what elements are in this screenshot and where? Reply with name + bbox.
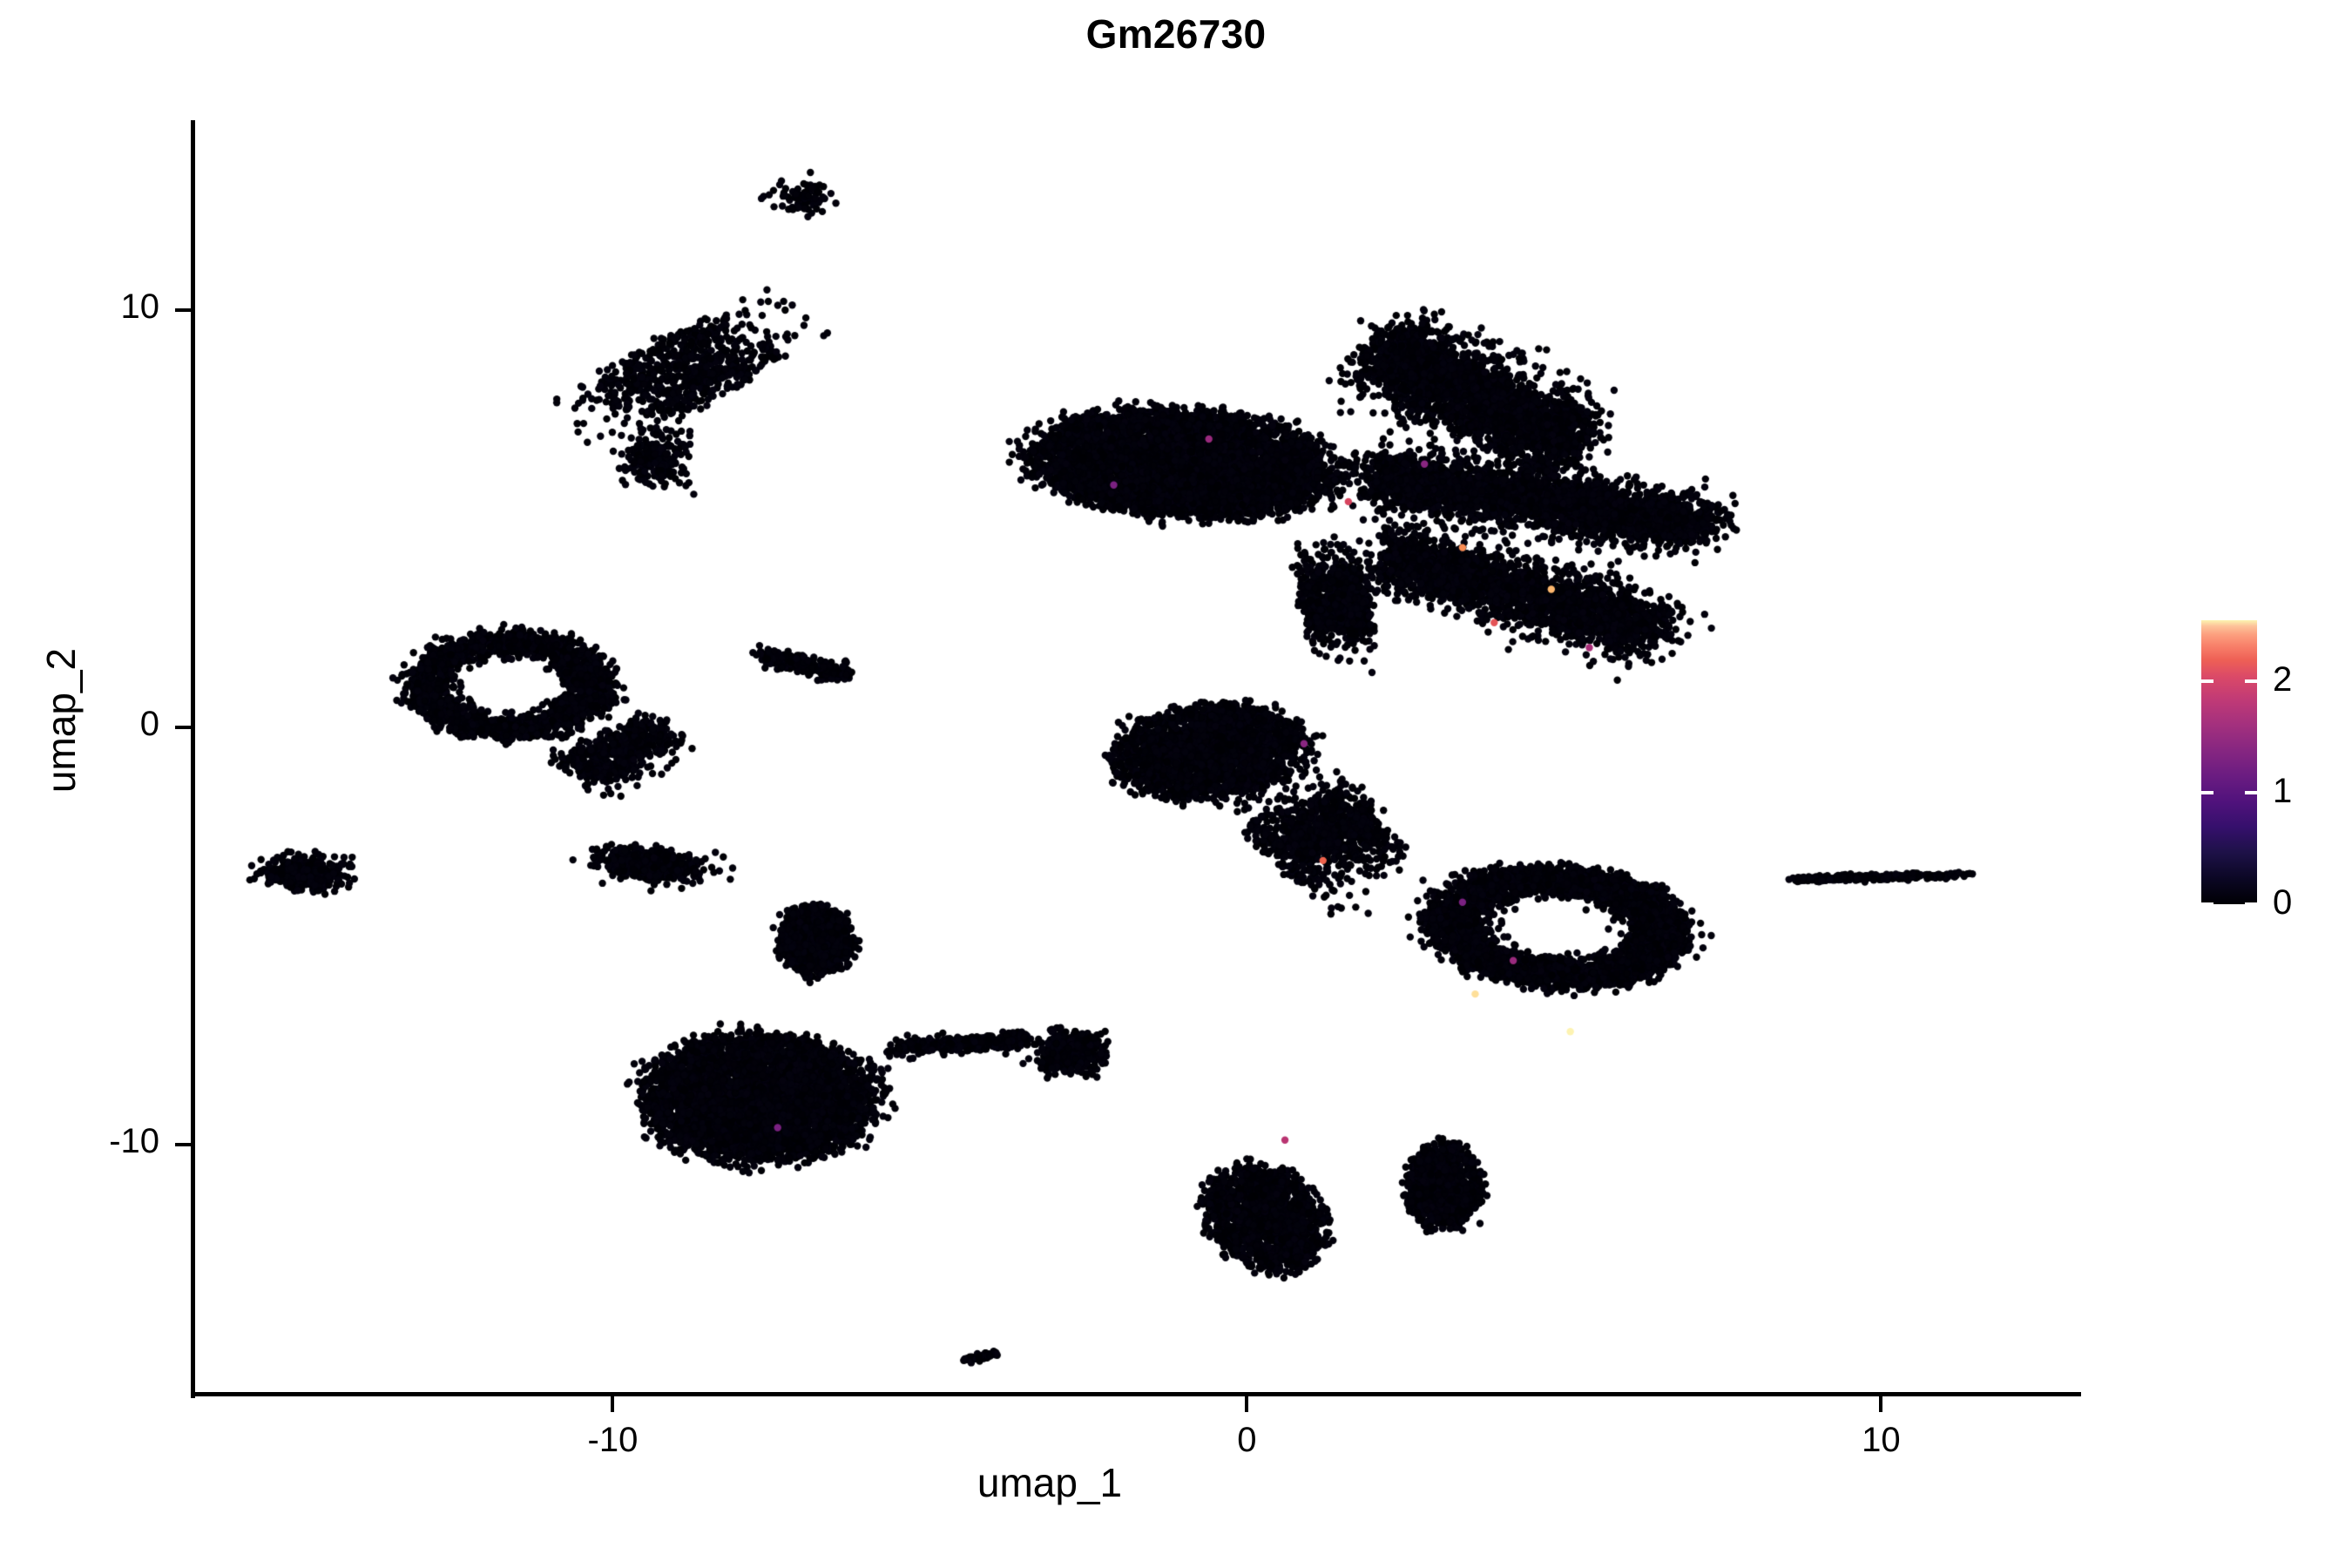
- y-tick-mark: [175, 725, 191, 729]
- y-tick-label: 0: [139, 704, 159, 743]
- colorbar-tick-mark: [2201, 679, 2213, 684]
- x-axis-line: [191, 1392, 2081, 1396]
- y-axis-title: umap_2: [38, 647, 84, 794]
- y-tick-label: 10: [120, 287, 160, 326]
- x-tick-mark: [1879, 1396, 1883, 1412]
- colorbar-gradient: [2201, 620, 2257, 906]
- x-tick-mark: [1245, 1396, 1249, 1412]
- colorbar-legend: 0 1 2: [2201, 620, 2292, 920]
- colorbar-tick-label: 2: [2273, 660, 2293, 700]
- colorbar-tick-mark: [2201, 791, 2213, 795]
- y-axis-line: [191, 120, 195, 1398]
- x-axis-title: umap_1: [977, 1460, 1123, 1505]
- colorbar-tick-mark: [2245, 791, 2257, 795]
- colorbar-tick-mark: [2245, 902, 2257, 906]
- y-tick-mark: [175, 1142, 191, 1146]
- x-tick-label: 10: [1862, 1421, 1901, 1459]
- x-tick-mark: [611, 1396, 615, 1412]
- x-tick-label: 0: [1237, 1421, 1257, 1459]
- colorbar-tick-label: 1: [2273, 772, 2293, 811]
- colorbar-tick-mark: [2201, 902, 2213, 906]
- colorbar-tick-label: 0: [2273, 883, 2293, 922]
- x-tick-label: -10: [587, 1421, 639, 1459]
- scatter-plot-canvas: [194, 122, 2078, 1395]
- y-tick-label: -10: [109, 1121, 159, 1160]
- y-tick-mark: [175, 308, 191, 312]
- page-title: Gm26730: [1085, 11, 1267, 57]
- colorbar-tick-mark: [2245, 679, 2257, 684]
